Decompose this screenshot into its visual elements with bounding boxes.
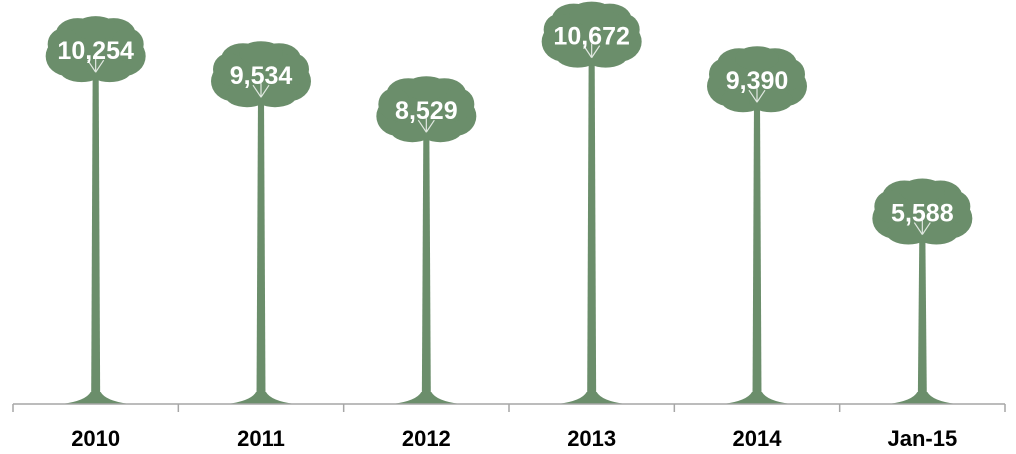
x-tick-label: 2011: [237, 426, 285, 451]
tree-canopy: [211, 41, 311, 108]
data-label: 9,390: [726, 67, 789, 95]
tree-trunk: [917, 232, 927, 398]
tree-branches: [748, 88, 766, 103]
tree-mark: [541, 1, 642, 404]
tree-trunk: [91, 70, 101, 398]
tree-trunk: [587, 55, 597, 398]
tree-mark: [45, 16, 146, 404]
tree-canopy: [45, 16, 146, 83]
tree-trunk: [752, 100, 762, 398]
x-tick-label: 2014: [733, 426, 783, 451]
x-axis: [12, 403, 1006, 412]
tree-branches: [87, 58, 105, 73]
tree-branches: [913, 220, 931, 235]
tree-mark: [707, 46, 807, 404]
tree-canopy: [872, 178, 973, 245]
tree-trunk: [256, 95, 266, 398]
data-label: 8,529: [395, 97, 458, 125]
x-tick-label: Jan-15: [887, 426, 957, 451]
tree-trunk: [421, 130, 431, 398]
x-tick-label: 2010: [71, 426, 120, 451]
tree-branches: [583, 43, 601, 58]
tree-roots: [61, 392, 130, 404]
x-tick-label: 2013: [567, 426, 616, 451]
tree-marks: [45, 1, 973, 404]
tree-mark: [376, 76, 477, 404]
data-label: 10,672: [553, 23, 629, 51]
tree-canopy: [707, 46, 807, 113]
tree-branches: [252, 83, 270, 98]
tree-mark: [211, 41, 311, 404]
data-label: 10,254: [57, 37, 134, 65]
tree-branches: [417, 118, 435, 133]
data-label: 5,588: [891, 200, 954, 228]
tree-roots: [392, 392, 461, 404]
tree-roots: [557, 392, 626, 404]
tree-canopy: [376, 76, 477, 143]
tree-roots: [888, 392, 957, 404]
x-tick-labels: 2010 2011 2012 2013 2014 Jan-15: [71, 426, 957, 451]
tree-canopy: [541, 1, 642, 68]
tree-roots: [227, 392, 295, 404]
tree-roots: [723, 392, 791, 404]
x-tick-label: 2012: [402, 426, 451, 451]
data-label: 9,534: [230, 62, 293, 90]
data-labels: 10,254 9,534 8,529 10,672 9,390 5,588: [57, 23, 953, 228]
tree-mark: [872, 178, 973, 404]
